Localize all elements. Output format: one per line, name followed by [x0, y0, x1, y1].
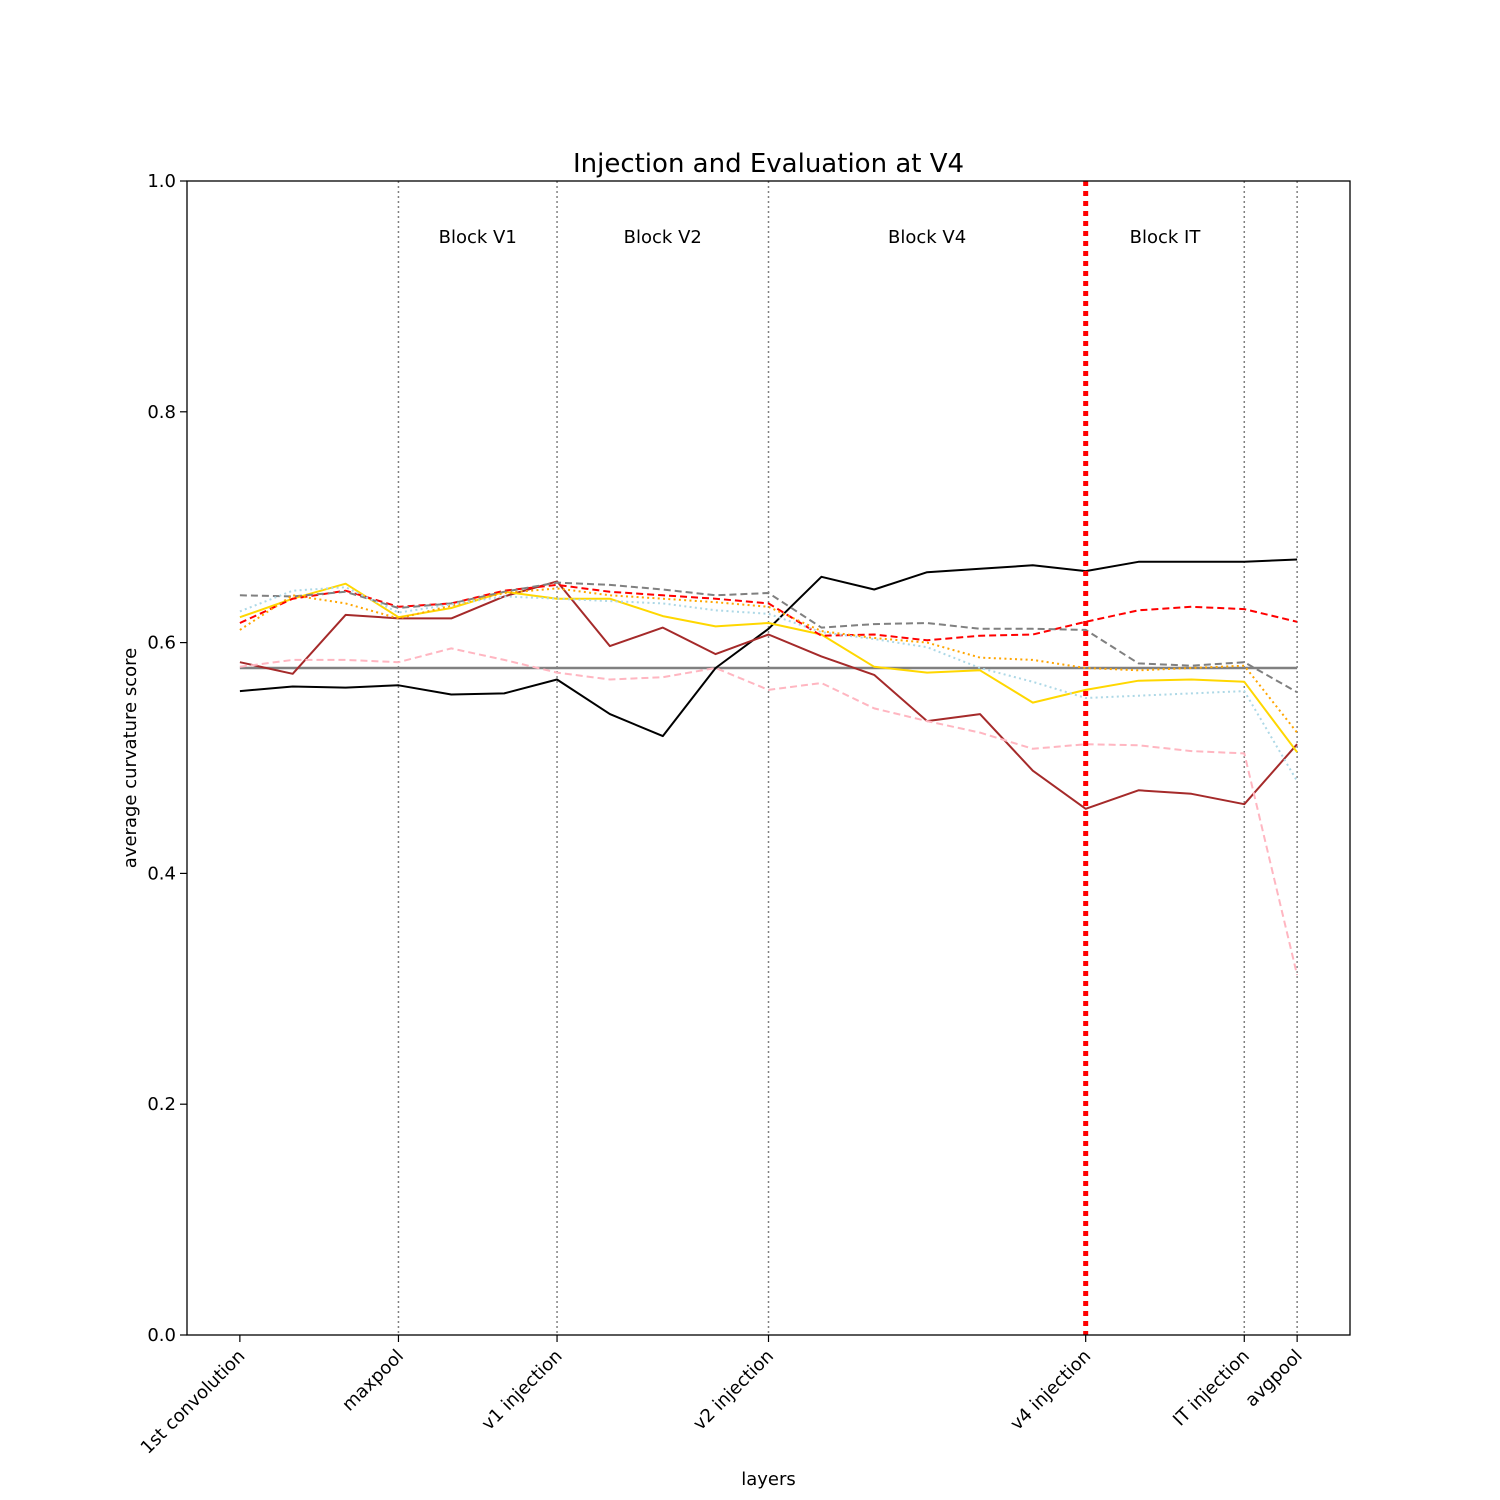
y-axis-label: average curvature score: [120, 648, 141, 868]
chart-title: Injection and Evaluation at V4: [573, 149, 964, 179]
x-tick-label: v1 injection: [478, 1346, 567, 1435]
block-label: Block V2: [624, 227, 702, 248]
y-tick-label: 0.6: [147, 633, 176, 654]
y-axis: 0.0 0.2 0.4 0.6 0.8 1.0: [147, 171, 187, 1346]
x-axis: 1st convolution maxpool v1 injection v2 inj…: [137, 1335, 1307, 1458]
x-axis-label: layers: [741, 1469, 796, 1490]
y-tick-label: 0.2: [147, 1094, 176, 1115]
x-tick-label: maxpool: [338, 1346, 408, 1416]
block-label: Block V1: [439, 227, 517, 248]
series-line-5: [239, 581, 1298, 694]
series-line-6: [239, 647, 1299, 976]
series-line-2: [239, 580, 1298, 810]
series-line-3: [239, 582, 1298, 753]
y-tick-label: 0.4: [147, 863, 176, 884]
x-tick-label: v4 injection: [1006, 1346, 1095, 1435]
block-label: Block V4: [888, 227, 966, 248]
x-tick-label: avgpool: [1241, 1346, 1306, 1411]
y-tick-label: 0.8: [147, 402, 176, 423]
y-tick-label: 0.0: [147, 1325, 176, 1346]
x-tick-label: 1st convolution: [137, 1346, 250, 1459]
x-tick-label: v2 injection: [689, 1346, 778, 1435]
series-line-1: [239, 558, 1298, 738]
plot-area: Block V1 Block V2 Block V4 Block IT: [239, 181, 1299, 1335]
series-line-7: [239, 587, 1298, 734]
series-line-4: [239, 583, 1298, 642]
block-label: Block IT: [1130, 227, 1202, 248]
series-line-8: [239, 586, 1298, 782]
y-tick-label: 1.0: [147, 171, 176, 192]
x-tick-label: IT injection: [1169, 1346, 1254, 1431]
